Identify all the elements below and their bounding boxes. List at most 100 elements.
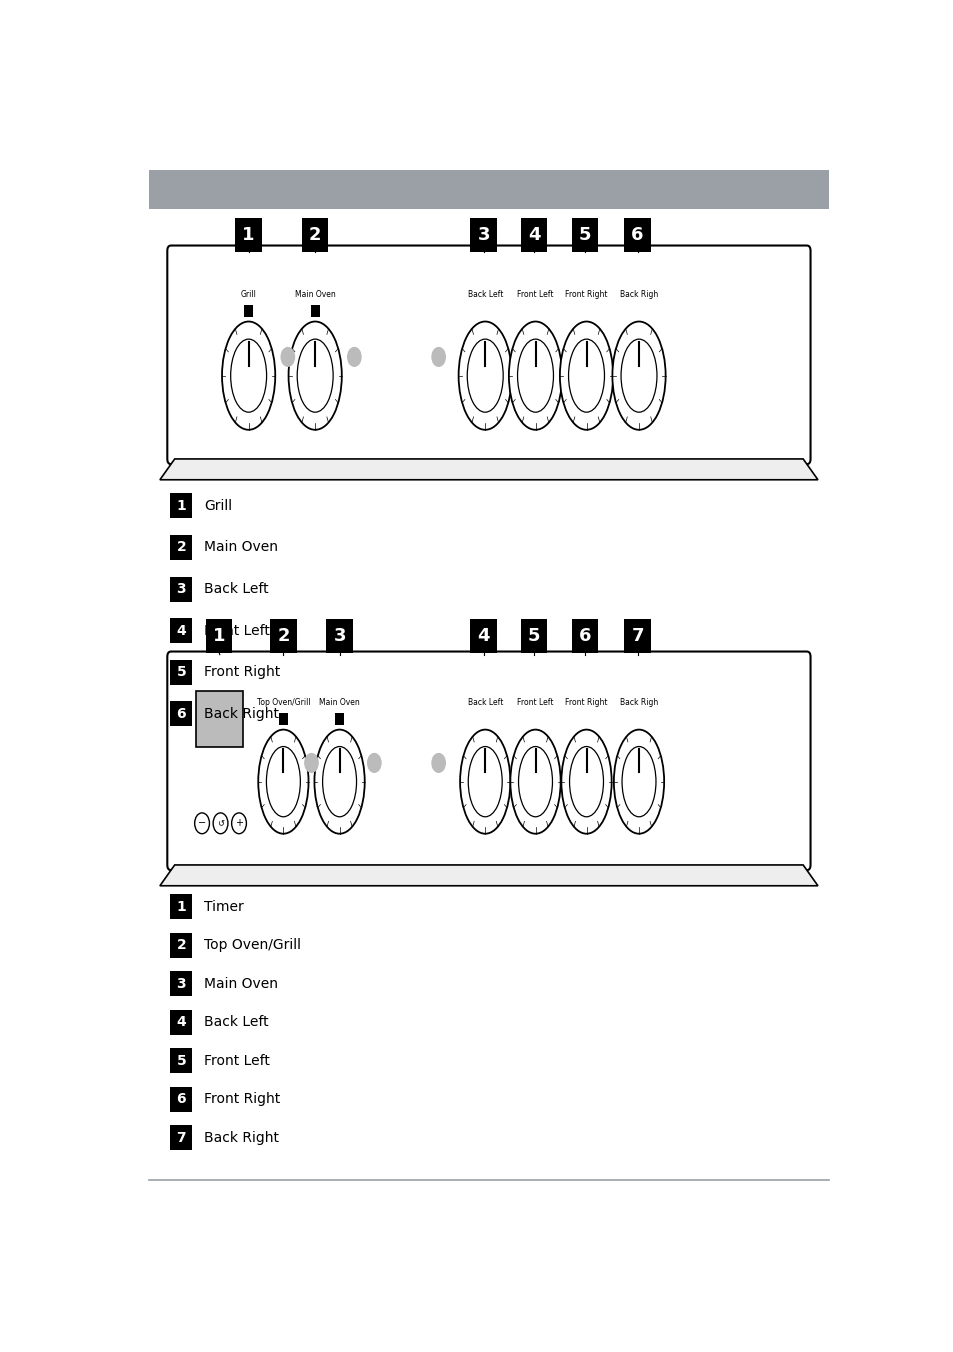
Text: Front Left: Front Left (517, 289, 553, 299)
Ellipse shape (569, 746, 603, 817)
FancyBboxPatch shape (235, 219, 262, 251)
Text: Top Oven/Grill: Top Oven/Grill (204, 938, 301, 952)
Polygon shape (160, 458, 817, 480)
FancyBboxPatch shape (167, 246, 810, 464)
Text: Back Left: Back Left (467, 698, 502, 707)
Text: Timer: Timer (204, 899, 244, 914)
Ellipse shape (322, 746, 356, 817)
FancyBboxPatch shape (623, 219, 650, 251)
FancyBboxPatch shape (520, 619, 547, 653)
Text: 7: 7 (176, 1130, 186, 1145)
Circle shape (281, 347, 294, 366)
Ellipse shape (559, 322, 613, 430)
Text: 4: 4 (527, 226, 539, 245)
Text: 4: 4 (176, 1015, 186, 1029)
Circle shape (367, 753, 380, 772)
Text: 1: 1 (176, 899, 186, 914)
Text: 6: 6 (176, 1092, 186, 1106)
Text: 2: 2 (309, 226, 321, 245)
Text: Top Oven/Grill: Top Oven/Grill (256, 698, 310, 707)
FancyBboxPatch shape (170, 1010, 193, 1034)
Text: 1: 1 (242, 226, 254, 245)
Text: Back Left: Back Left (204, 1015, 269, 1029)
Ellipse shape (222, 322, 275, 430)
FancyBboxPatch shape (311, 304, 319, 318)
Text: Main Oven: Main Oven (204, 541, 278, 554)
FancyBboxPatch shape (278, 713, 288, 726)
FancyBboxPatch shape (170, 576, 193, 602)
Text: +: + (234, 818, 243, 829)
Text: 6: 6 (176, 707, 186, 721)
FancyBboxPatch shape (520, 219, 547, 251)
Ellipse shape (297, 339, 333, 412)
Ellipse shape (468, 746, 501, 817)
FancyBboxPatch shape (170, 1125, 193, 1151)
Text: 3: 3 (333, 627, 346, 645)
Text: Back Left: Back Left (467, 289, 502, 299)
FancyBboxPatch shape (170, 1087, 193, 1111)
FancyBboxPatch shape (170, 660, 193, 685)
Text: 2: 2 (176, 938, 186, 952)
Ellipse shape (314, 730, 364, 834)
Text: Front Right: Front Right (204, 665, 280, 679)
Text: Grill: Grill (204, 499, 233, 512)
FancyBboxPatch shape (167, 652, 810, 871)
Ellipse shape (518, 746, 552, 817)
FancyBboxPatch shape (335, 713, 344, 726)
Ellipse shape (612, 322, 665, 430)
Ellipse shape (620, 339, 657, 412)
Ellipse shape (508, 322, 561, 430)
Text: 4: 4 (176, 623, 186, 638)
Text: 4: 4 (477, 627, 490, 645)
FancyBboxPatch shape (170, 493, 193, 518)
Ellipse shape (467, 339, 502, 412)
FancyBboxPatch shape (170, 933, 193, 957)
Circle shape (305, 753, 317, 772)
Text: 7: 7 (631, 627, 643, 645)
Ellipse shape (621, 746, 656, 817)
Circle shape (194, 813, 210, 834)
FancyBboxPatch shape (170, 971, 193, 996)
Text: Main Oven: Main Oven (204, 976, 278, 991)
Ellipse shape (510, 730, 560, 834)
Ellipse shape (568, 339, 604, 412)
FancyBboxPatch shape (170, 535, 193, 560)
Ellipse shape (613, 730, 663, 834)
Text: 2: 2 (176, 541, 186, 554)
Text: Back Righ: Back Righ (619, 698, 658, 707)
FancyBboxPatch shape (326, 619, 353, 653)
Text: −: − (198, 818, 206, 829)
Text: Grill: Grill (240, 289, 256, 299)
Ellipse shape (258, 730, 308, 834)
Text: 3: 3 (477, 226, 490, 245)
Text: Back Righ: Back Righ (619, 289, 658, 299)
Ellipse shape (266, 746, 300, 817)
Text: Front Left: Front Left (204, 1053, 270, 1068)
Text: Front Left: Front Left (204, 623, 270, 638)
Text: 3: 3 (176, 583, 186, 596)
FancyBboxPatch shape (623, 619, 650, 653)
Text: Back Left: Back Left (204, 583, 269, 596)
Circle shape (432, 347, 445, 366)
Ellipse shape (459, 730, 510, 834)
Text: 6: 6 (578, 627, 591, 645)
Text: Front Left: Front Left (517, 698, 553, 707)
Text: 2: 2 (276, 627, 290, 645)
Text: 6: 6 (631, 226, 643, 245)
Text: Front Right: Front Right (565, 698, 607, 707)
Circle shape (232, 813, 246, 834)
Circle shape (347, 347, 360, 366)
FancyBboxPatch shape (270, 619, 296, 653)
Text: 3: 3 (176, 976, 186, 991)
Ellipse shape (231, 339, 266, 412)
Circle shape (213, 813, 228, 834)
Text: Front Right: Front Right (565, 289, 607, 299)
Text: 5: 5 (176, 665, 186, 679)
FancyBboxPatch shape (170, 1048, 193, 1073)
Ellipse shape (458, 322, 512, 430)
FancyBboxPatch shape (301, 219, 328, 251)
FancyBboxPatch shape (571, 619, 598, 653)
FancyBboxPatch shape (470, 619, 497, 653)
FancyBboxPatch shape (571, 219, 598, 251)
FancyBboxPatch shape (170, 894, 193, 919)
